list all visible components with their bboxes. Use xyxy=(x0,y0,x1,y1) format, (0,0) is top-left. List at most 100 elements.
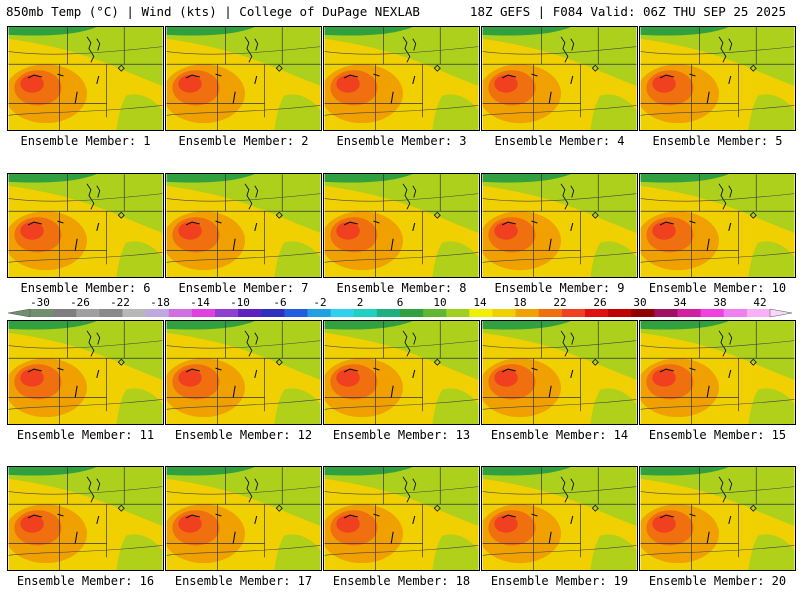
ensemble-member-label: Ensemble Member: 3 xyxy=(336,134,467,148)
ensemble-panel: Ensemble Member: 14 xyxy=(481,320,638,442)
ensemble-panel: Ensemble Member: 1 xyxy=(7,26,164,148)
colorbar-swatch xyxy=(492,309,517,317)
temperature-map xyxy=(481,320,638,425)
colorbar-tick-label: -18 xyxy=(150,296,170,309)
ensemble-panel: Ensemble Member: 18 xyxy=(323,466,480,588)
ensemble-panel: Ensemble Member: 2 xyxy=(165,26,322,148)
temperature-map xyxy=(639,26,796,131)
ensemble-panel: Ensemble Member: 11 xyxy=(7,320,164,442)
ensemble-panel: Ensemble Member: 10 xyxy=(639,173,796,295)
colorbar-swatch xyxy=(215,309,239,317)
ensemble-member-label: Ensemble Member: 18 xyxy=(332,574,471,588)
temperature-map xyxy=(481,26,638,131)
colorbar-swatch xyxy=(746,309,771,317)
temperature-map xyxy=(639,320,796,425)
ensemble-panel: Ensemble Member: 15 xyxy=(639,320,796,442)
ensemble-panel: Ensemble Member: 20 xyxy=(639,466,796,588)
ensemble-panel: Ensemble Member: 16 xyxy=(7,466,164,588)
colorbar-swatch xyxy=(284,309,308,317)
colorbar-extension-arrow xyxy=(769,308,793,318)
colorbar-swatch xyxy=(538,309,563,317)
temperature-map xyxy=(323,173,480,278)
ensemble-panel: Ensemble Member: 5 xyxy=(639,26,796,148)
colorbar-tick-label: -26 xyxy=(70,296,90,309)
colorbar-swatch xyxy=(561,309,586,317)
colorbar-tick-label: 26 xyxy=(593,296,607,309)
colorbar-tick-label: 18 xyxy=(513,296,527,309)
temperature-map xyxy=(165,26,322,131)
temperature-map xyxy=(639,466,796,571)
colorbar-tick-label: -6 xyxy=(273,296,287,309)
colorbar-tick-label: 14 xyxy=(473,296,487,309)
ensemble-member-label: Ensemble Member: 11 xyxy=(16,428,155,442)
colorbar-swatch xyxy=(515,309,540,317)
colorbar-swatch xyxy=(446,309,470,317)
colorbar-swatch xyxy=(469,309,493,317)
ensemble-member-label: Ensemble Member: 1 xyxy=(20,134,151,148)
colorbar-swatch xyxy=(53,309,77,317)
colorbar-swatch xyxy=(99,309,123,317)
ensemble-panel: Ensemble Member: 6 xyxy=(7,173,164,295)
colorbar-tick-label: -30 xyxy=(30,296,50,309)
colorbar-swatch xyxy=(585,309,609,317)
colorbar-tick-label: 34 xyxy=(673,296,687,309)
colorbar-swatch xyxy=(353,309,378,317)
colorbar-swatch xyxy=(677,309,702,317)
ensemble-panel: Ensemble Member: 12 xyxy=(165,320,322,442)
colorbar-swatch xyxy=(168,309,193,317)
colorbar-swatch xyxy=(608,309,632,317)
ensemble-panel: Ensemble Member: 4 xyxy=(481,26,638,148)
ensemble-member-label: Ensemble Member: 5 xyxy=(652,134,783,148)
ensemble-member-label: Ensemble Member: 16 xyxy=(16,574,155,588)
temperature-map xyxy=(323,320,480,425)
ensemble-member-label: Ensemble Member: 10 xyxy=(648,281,787,295)
ensemble-panel: Ensemble Member: 9 xyxy=(481,173,638,295)
ensemble-panel: Ensemble Member: 3 xyxy=(323,26,480,148)
ensemble-member-label: Ensemble Member: 14 xyxy=(490,428,629,442)
ensemble-member-label: Ensemble Member: 20 xyxy=(648,574,787,588)
colorbar-swatch xyxy=(423,309,447,317)
colorbar-tick-label: 22 xyxy=(553,296,567,309)
temperature-map xyxy=(639,173,796,278)
temperature-map xyxy=(323,466,480,571)
temperature-map xyxy=(165,173,322,278)
colorbar-swatch xyxy=(631,309,655,317)
colorbar-tick-label: 6 xyxy=(396,296,404,309)
colorbar-swatch xyxy=(238,309,262,317)
colorbar-tick-label: 42 xyxy=(753,296,767,309)
ensemble-member-label: Ensemble Member: 7 xyxy=(178,281,309,295)
colorbar-swatch xyxy=(76,309,100,317)
colorbar-swatch xyxy=(145,309,170,317)
ensemble-member-label: Ensemble Member: 13 xyxy=(332,428,471,442)
temperature-map xyxy=(165,466,322,571)
temperature-map xyxy=(323,26,480,131)
ensemble-panel: Ensemble Member: 8 xyxy=(323,173,480,295)
map-title: 850mb Temp (°C) | Wind (kts) | College o… xyxy=(6,4,420,19)
colorbar-swatch xyxy=(723,309,748,317)
colorbar-extension-arrow xyxy=(7,308,31,318)
temperature-map xyxy=(7,466,164,571)
ensemble-panel: Ensemble Member: 13 xyxy=(323,320,480,442)
colorbar-swatch xyxy=(654,309,678,317)
temperature-map xyxy=(481,173,638,278)
colorbar-tick-label: 10 xyxy=(433,296,447,309)
colorbar-swatch xyxy=(307,309,332,317)
colorbar-tick-label: 30 xyxy=(633,296,647,309)
ensemble-member-label: Ensemble Member: 9 xyxy=(494,281,625,295)
ensemble-panel: Ensemble Member: 17 xyxy=(165,466,322,588)
colorbar-tick-label: 38 xyxy=(713,296,727,309)
temperature-map xyxy=(165,320,322,425)
colorbar-swatch xyxy=(700,309,725,317)
ensemble-member-label: Ensemble Member: 8 xyxy=(336,281,467,295)
temperature-colorbar: -30 -26 -22 -18 -14 -10 -6 -2 2 6 10 14 18 22 26 30 34 38… xyxy=(0,296,800,320)
model-run-info: 18Z GEFS | F084 Valid: 06Z THU SEP 25 20… xyxy=(469,4,786,19)
colorbar-tick-label: 2 xyxy=(356,296,364,309)
colorbar-labels: -30 -26 -22 -18 -14 -10 -6 -2 2 6 10 14 18 22 26 30 34 38… xyxy=(0,296,800,310)
ensemble-panel: Ensemble Member: 19 xyxy=(481,466,638,588)
ensemble-member-label: Ensemble Member: 19 xyxy=(490,574,629,588)
ensemble-member-label: Ensemble Member: 17 xyxy=(174,574,313,588)
colorbar-swatches xyxy=(7,308,793,318)
colorbar-swatch xyxy=(330,309,355,317)
ensemble-member-label: Ensemble Member: 12 xyxy=(174,428,313,442)
colorbar-swatch xyxy=(400,309,424,317)
